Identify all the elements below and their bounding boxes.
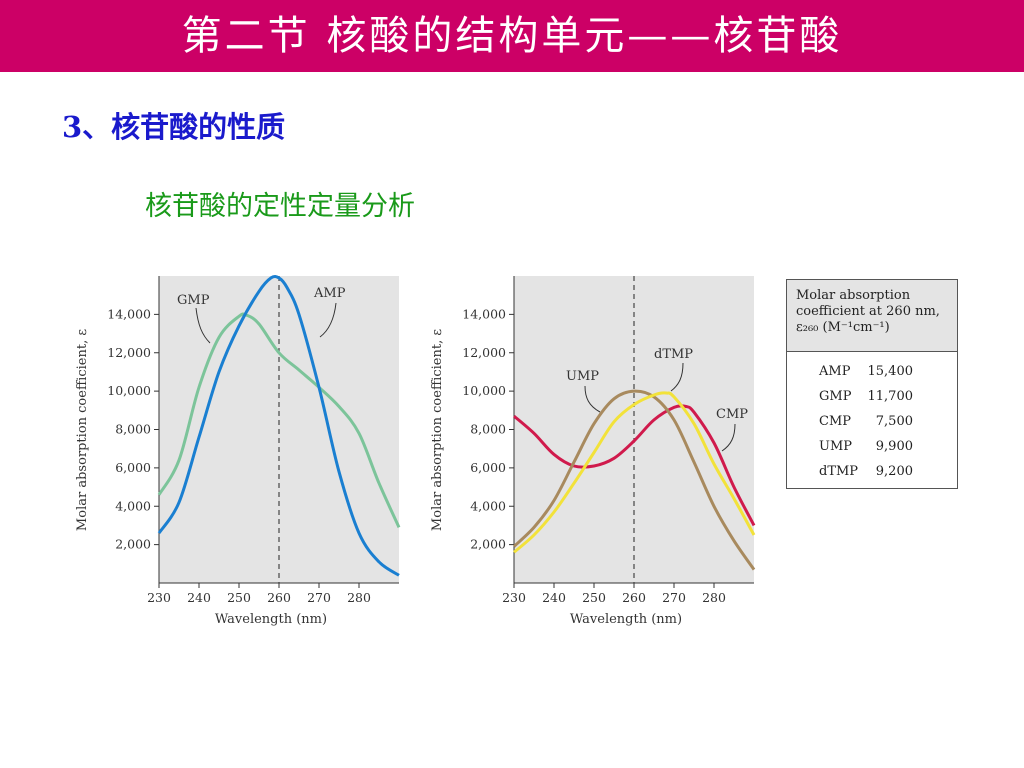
series-line-ump: [512, 389, 756, 571]
x-tick-label: 230: [147, 590, 171, 605]
table-header: Molar absorption coefficient at 260 nm, …: [787, 280, 957, 352]
chart-marks: 2,000 4,000 6,000 8,000 10,000 12,000 14,000 23…: [462, 276, 756, 605]
y-tick-label: 10,000: [107, 383, 151, 398]
absorption-coefficient-table: Molar absorption coefficient at 260 nm, …: [786, 279, 958, 489]
x-tick-label: 280: [702, 590, 726, 605]
nucleotide-name: AMP: [819, 364, 851, 379]
table-row: CMP 7,500: [787, 414, 957, 439]
x-tick-label: 280: [347, 590, 371, 605]
y-tick-label: 6,000: [470, 460, 506, 475]
series-line-amp: [157, 274, 400, 577]
series-label-gmp: GMP: [177, 293, 210, 308]
y-axis-title: Molar absorption coefficient, ε: [75, 329, 90, 531]
y-tick-label: 8,000: [470, 422, 506, 437]
nucleotide-name: CMP: [819, 414, 852, 429]
ump-pointer: [584, 385, 601, 413]
nucleotide-name: GMP: [819, 389, 852, 404]
nucleotide-name: dTMP: [819, 464, 859, 479]
y-tick-label: 14,000: [462, 306, 506, 321]
x-tick-label: 230: [502, 590, 526, 605]
chart-marks: 2,000 4,000 6,000 8,000 10,000 12,000 14,000 23…: [107, 274, 401, 605]
cmp-pointer: [721, 423, 736, 452]
series-line-cmp: [513, 404, 756, 527]
x-axis-title: Wavelength (nm): [570, 612, 682, 627]
series-label-dtmp: dTMP: [654, 347, 693, 362]
title-banner: 第二节 核酸的结构单元——核苷酸: [0, 0, 1024, 72]
gmp-pointer: [195, 307, 211, 344]
y-tick-label: 12,000: [107, 345, 151, 360]
x-tick-label: 260: [622, 590, 646, 605]
y-tick-label: 2,000: [470, 537, 506, 552]
amp-pointer: [319, 302, 337, 338]
table-body: AMP 15,400 GMP 11,700 CMP 7,500 UMP 9,90…: [787, 352, 957, 489]
series-line-dtmp: [513, 391, 756, 554]
coefficient-value: 7,500: [875, 414, 913, 429]
series-line-gmp: [157, 312, 401, 529]
coefficient-value: 11,700: [867, 389, 914, 404]
table-row: GMP 11,700: [787, 389, 957, 414]
x-tick-label: 260: [267, 590, 291, 605]
x-tick-label: 240: [542, 590, 566, 605]
series-label-ump: UMP: [566, 369, 599, 384]
series-label-amp: AMP: [313, 286, 346, 301]
y-tick-label: 8,000: [115, 422, 151, 437]
x-tick-label: 250: [582, 590, 606, 605]
y-axis-title: Molar absorption coefficient, ε: [430, 329, 445, 531]
y-tick-label: 4,000: [115, 498, 151, 513]
table-row: UMP 9,900: [787, 439, 957, 464]
section-subheading: 核苷酸的定性定量分析: [145, 191, 415, 222]
coefficient-value: 15,400: [867, 364, 914, 379]
y-tick-label: 14,000: [107, 306, 151, 321]
table-unit: ε₂₆₀ (M⁻¹cm⁻¹): [796, 320, 890, 335]
series-label-cmp: CMP: [716, 407, 748, 422]
x-tick-label: 250: [227, 590, 251, 605]
y-tick-label: 6,000: [115, 460, 151, 475]
x-tick-label: 270: [307, 590, 331, 605]
x-axis-title: Wavelength (nm): [215, 612, 327, 627]
section-heading: 3、核苷酸的性质: [62, 110, 286, 144]
table-title: Molar absorption coefficient at 260 nm,: [796, 288, 940, 319]
coefficient-value: 9,200: [875, 464, 913, 479]
table-row: AMP 15,400: [787, 364, 957, 389]
table-row: dTMP 9,200: [787, 464, 957, 489]
y-tick-label: 2,000: [115, 537, 151, 552]
dtmp-pointer: [670, 362, 684, 392]
absorption-chart-right: 2,000 4,000 6,000 8,000 10,000 12,000 14,000 23…: [430, 276, 756, 627]
x-tick-label: 270: [662, 590, 686, 605]
y-tick-label: 12,000: [462, 345, 506, 360]
x-tick-label: 240: [187, 590, 211, 605]
y-tick-label: 4,000: [470, 498, 506, 513]
absorption-chart-left: 2,000 4,000 6,000 8,000 10,000 12,000 14,000 23…: [75, 274, 401, 627]
slide-title: 第二节 核酸的结构单元——核苷酸: [181, 13, 843, 59]
y-tick-label: 10,000: [462, 383, 506, 398]
nucleotide-name: UMP: [819, 439, 853, 454]
coefficient-value: 9,900: [875, 439, 913, 454]
